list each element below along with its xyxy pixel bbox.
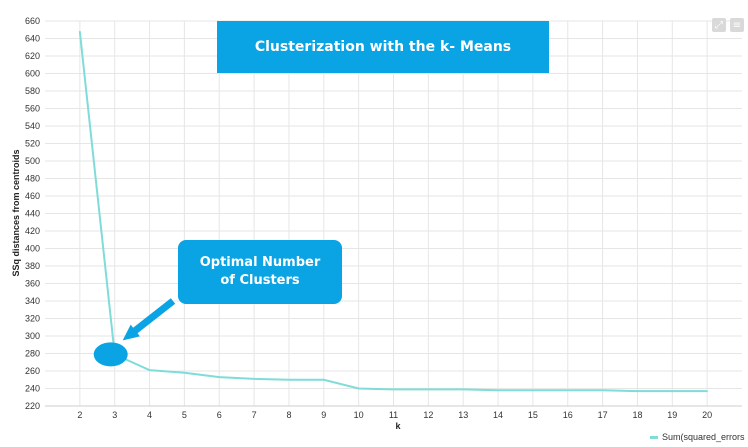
data-point xyxy=(323,378,325,381)
y-tick-label: 560 xyxy=(25,104,40,114)
x-axis-ticks: 2 3 4 5 6 7 8 9 10 11 12 13 14 15 16 17 18 19 20 xyxy=(77,410,712,420)
y-tick-label: 400 xyxy=(25,244,40,254)
y-tick-label: 240 xyxy=(25,384,40,394)
x-tick-label: 11 xyxy=(389,410,398,420)
x-tick-label: 13 xyxy=(458,410,468,420)
x-axis-title: k xyxy=(395,421,401,431)
data-point xyxy=(462,388,465,391)
chart-title: Clusterization with the k- Means xyxy=(254,39,512,55)
x-tick-label: 15 xyxy=(528,410,538,420)
x-tick-label: 5 xyxy=(182,410,187,420)
x-tick-label: 6 xyxy=(217,410,222,420)
y-tick-label: 340 xyxy=(25,296,40,306)
x-tick-label: 14 xyxy=(493,410,503,420)
series-group xyxy=(78,30,708,393)
data-point xyxy=(148,369,151,371)
data-point xyxy=(671,390,674,392)
x-tick-label: 12 xyxy=(423,410,433,420)
expand-icon[interactable]: ⤢ xyxy=(712,18,726,32)
data-point xyxy=(253,378,255,380)
x-tick-label: 2 xyxy=(77,410,82,420)
y-tick-label: 520 xyxy=(25,139,40,149)
legend[interactable]: Sum(squared_errors xyxy=(650,432,745,442)
x-tick-label: 3 xyxy=(112,410,117,420)
y-tick-label: 380 xyxy=(25,261,40,271)
y-tick-label: 580 xyxy=(25,86,40,96)
data-point xyxy=(706,390,708,392)
data-point xyxy=(218,376,221,378)
y-axis-title: SSq distances from centroids xyxy=(11,149,21,276)
y-tick-label: 260 xyxy=(25,366,40,376)
chart-title-box: Clusterization with the k- Means xyxy=(217,21,549,73)
grid-lines xyxy=(45,20,742,407)
y-tick-label: 300 xyxy=(25,331,40,341)
y-tick-label: 480 xyxy=(25,174,40,184)
y-tick-label: 640 xyxy=(25,34,40,44)
legend-swatch xyxy=(650,435,658,439)
annotation-arrow xyxy=(122,298,176,341)
data-point xyxy=(357,387,360,390)
y-tick-label: 540 xyxy=(25,121,40,131)
x-tick-label: 9 xyxy=(321,410,326,420)
x-tick-label: 8 xyxy=(286,410,291,420)
data-point xyxy=(532,389,534,392)
x-tick-label: 10 xyxy=(354,410,364,420)
y-tick-label: 220 xyxy=(25,401,40,411)
x-tick-label: 7 xyxy=(252,410,257,420)
y-tick-label: 460 xyxy=(25,191,40,201)
y-axis-ticks: 220 240 260 280 300 320 340 360 380 400 420 440 460 4… xyxy=(25,16,40,411)
x-tick-label: 16 xyxy=(563,410,573,420)
x-tick-label: 20 xyxy=(702,410,712,420)
x-tick-label: 4 xyxy=(147,410,152,420)
y-tick-label: 360 xyxy=(25,279,40,289)
data-point xyxy=(636,390,639,392)
y-tick-label: 620 xyxy=(25,51,40,61)
callout-line-1: Optimal Number xyxy=(199,255,321,270)
data-point xyxy=(427,388,430,391)
data-point xyxy=(566,389,569,392)
highlight-ellipse xyxy=(93,342,128,367)
x-tick-label: 19 xyxy=(667,410,677,420)
callout-line-2: of Clusters xyxy=(220,273,300,288)
y-tick-label: 420 xyxy=(25,226,40,236)
optimal-clusters-callout: Optimal Number of Clusters xyxy=(178,240,342,304)
y-tick-label: 280 xyxy=(25,349,40,359)
y-tick-label: 440 xyxy=(25,209,40,219)
y-tick-label: 660 xyxy=(25,16,40,26)
x-tick-label: 18 xyxy=(632,410,642,420)
data-point xyxy=(183,371,186,374)
data-point xyxy=(601,389,604,392)
y-tick-label: 600 xyxy=(25,69,40,79)
annotation-group xyxy=(93,298,176,367)
y-tick-label: 320 xyxy=(25,314,40,324)
data-point xyxy=(79,30,81,33)
data-point xyxy=(288,378,290,381)
y-tick-label: 500 xyxy=(25,156,40,166)
data-point xyxy=(392,388,395,391)
x-tick-label: 17 xyxy=(598,410,608,420)
menu-icon[interactable]: ≡ xyxy=(730,18,744,32)
legend-label: Sum(squared_errors xyxy=(662,432,745,442)
data-point xyxy=(497,389,499,392)
